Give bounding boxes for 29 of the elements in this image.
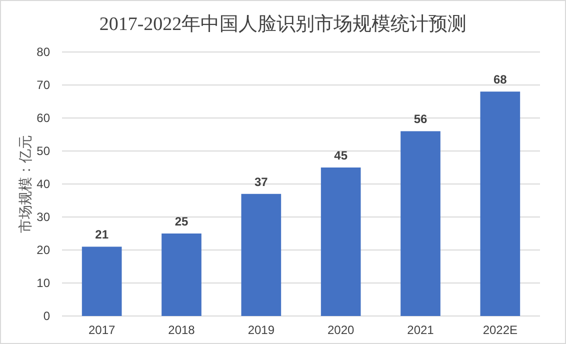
data-label: 21	[95, 228, 109, 242]
x-tick-label: 2022E	[482, 323, 518, 337]
data-label: 25	[174, 214, 188, 228]
bar	[400, 131, 440, 316]
x-tick-label: 2020	[327, 323, 355, 337]
x-tick-label: 2018	[168, 323, 196, 337]
bar	[82, 246, 122, 316]
data-label: 56	[414, 112, 428, 126]
y-tick-label: 60	[36, 111, 50, 125]
bar	[241, 194, 282, 316]
y-tick-label: 10	[36, 276, 50, 290]
bar	[162, 234, 202, 316]
y-tick-label: 70	[36, 78, 50, 92]
data-label: 68	[493, 72, 508, 87]
y-tick-label: 40	[36, 177, 50, 191]
bar	[320, 168, 361, 316]
x-tick-label: 2021	[407, 323, 434, 337]
y-tick-label: 30	[36, 210, 50, 224]
x-tick-label: 2019	[248, 323, 275, 337]
y-tick-label: 0	[43, 309, 50, 323]
y-axis-title: 市场规模：亿元	[17, 135, 33, 233]
x-tick-label: 2017	[88, 323, 116, 337]
chart-title: 2017-2022年中国人脸识别市场规模统计预测	[99, 13, 467, 35]
data-label: 37	[254, 174, 268, 189]
y-tick-label: 50	[36, 144, 50, 158]
y-tick-label: 80	[36, 45, 50, 59]
data-label: 45	[334, 148, 348, 162]
bar	[480, 92, 520, 316]
y-tick-label: 20	[36, 243, 50, 257]
